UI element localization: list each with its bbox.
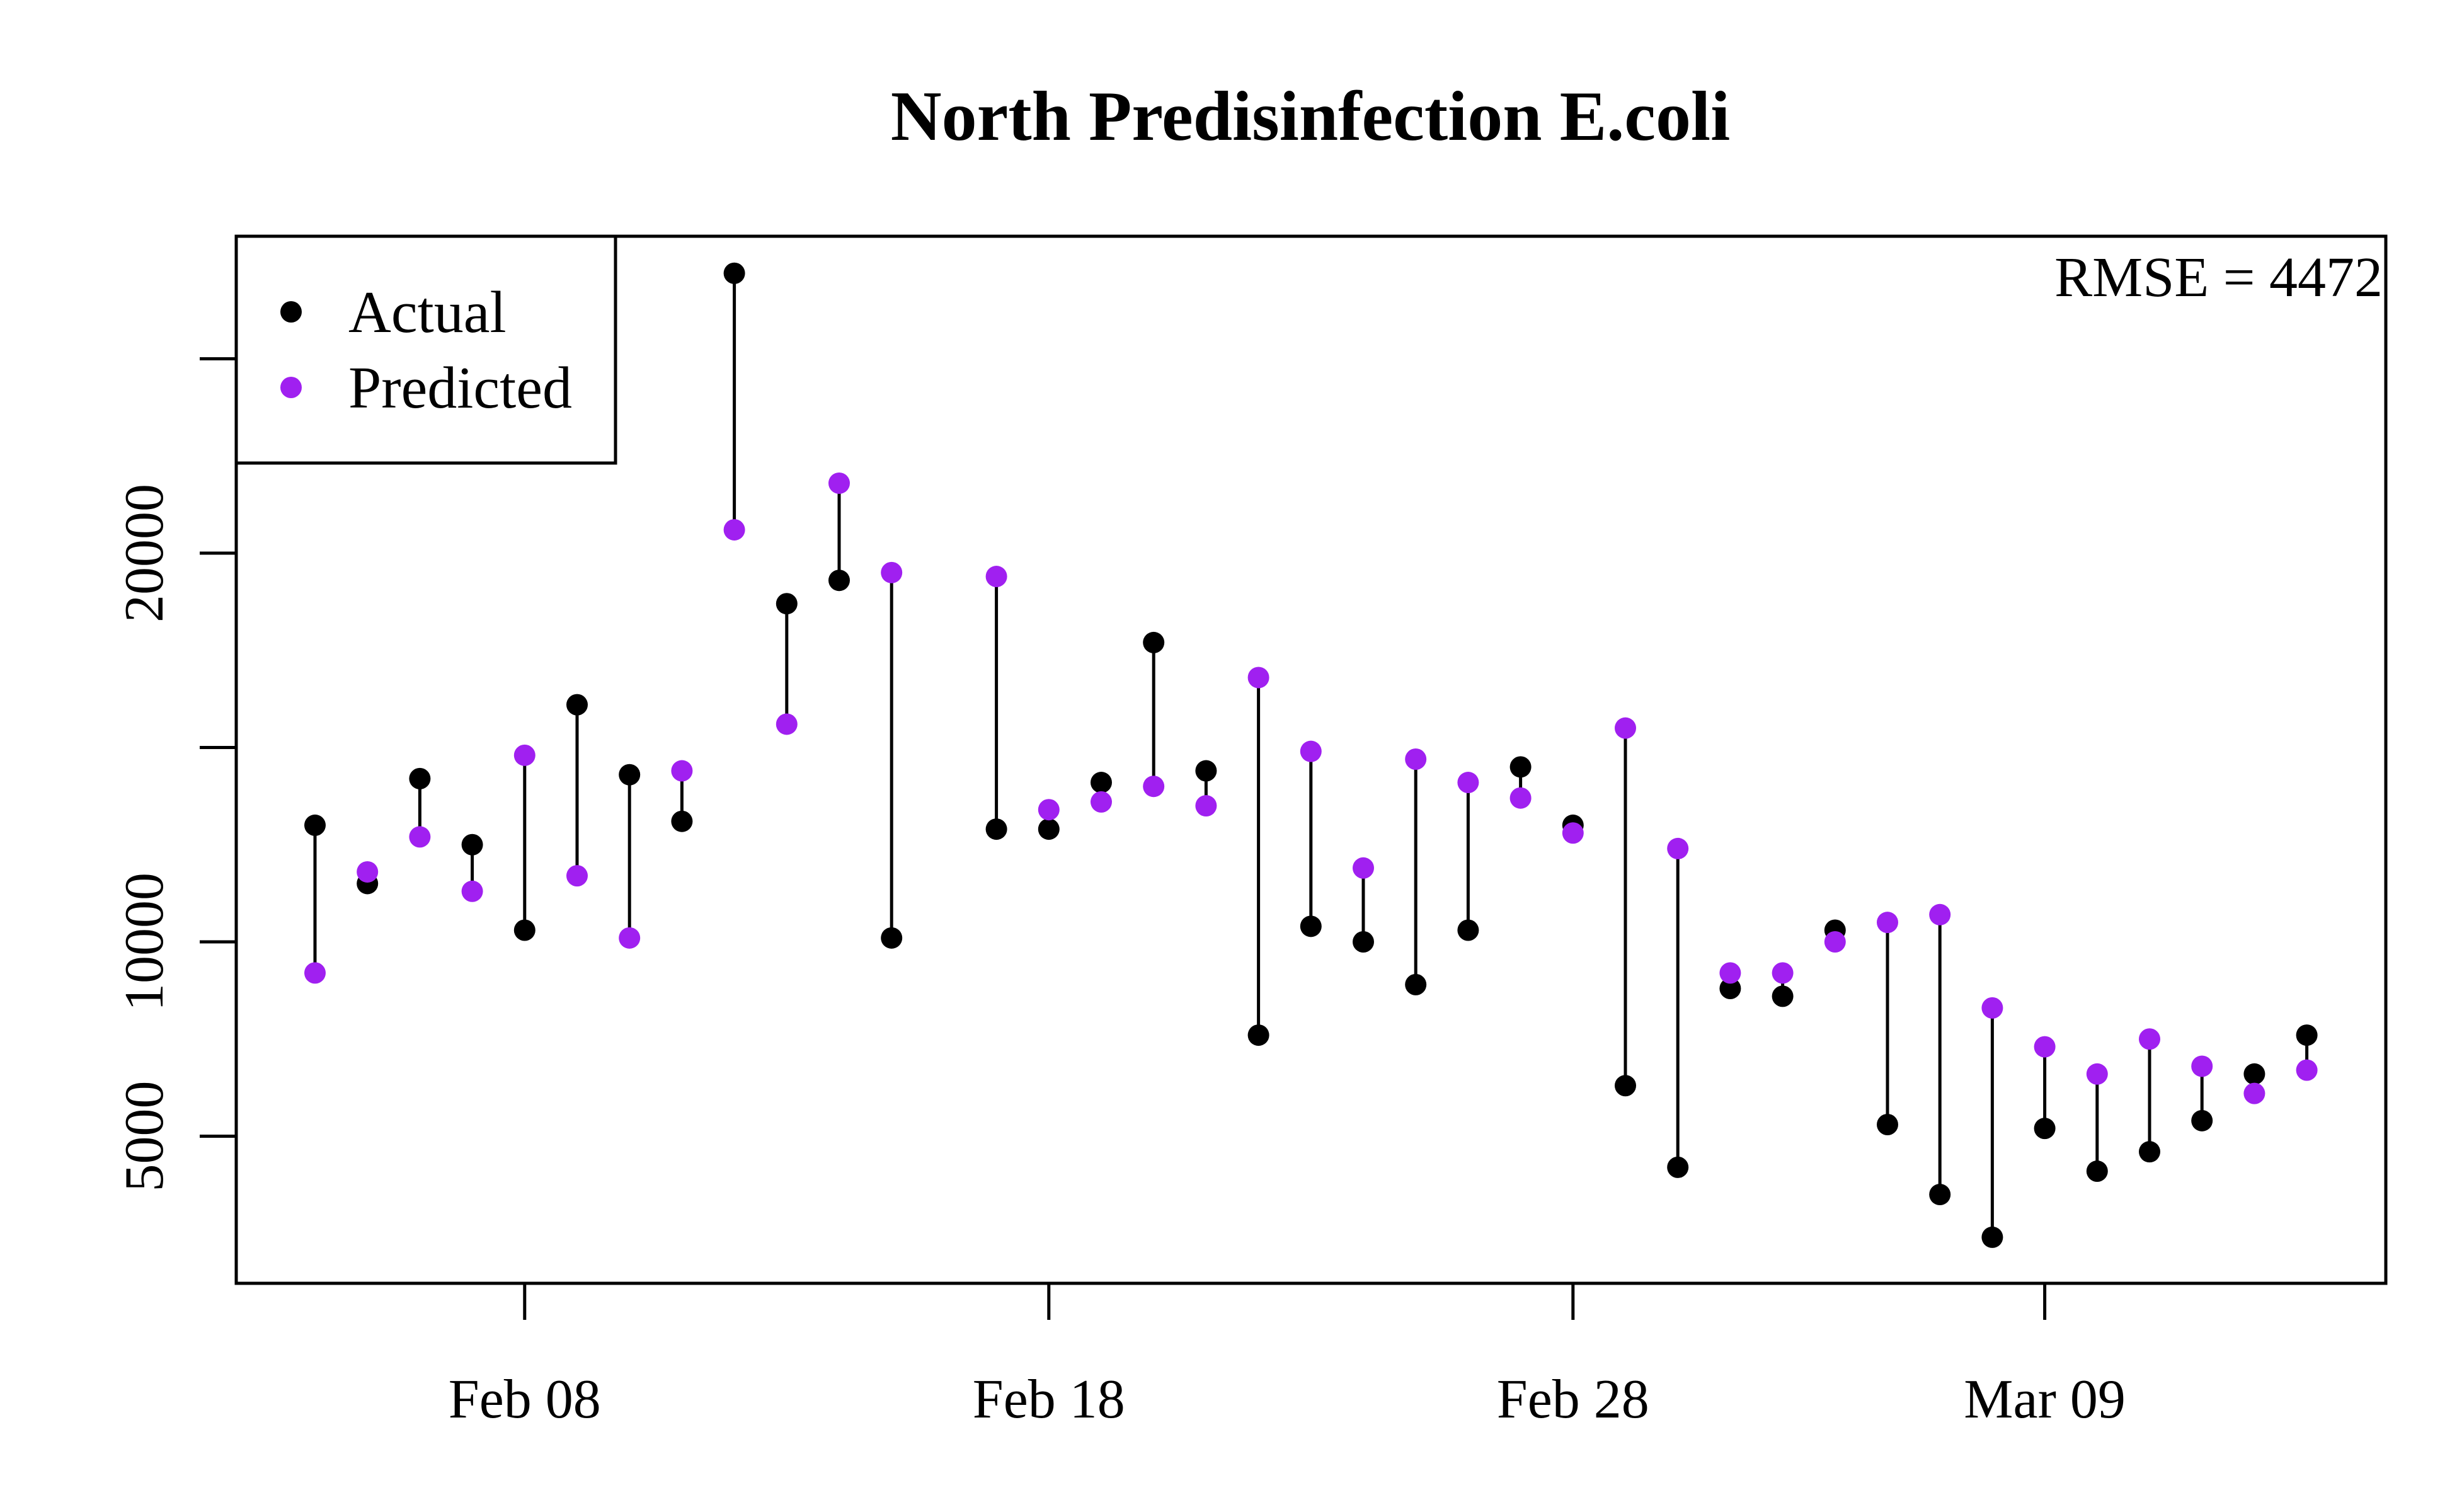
predicted-point — [1615, 717, 1636, 739]
plot-frame — [234, 234, 2388, 1285]
actual-point — [2034, 1118, 2056, 1140]
y-axis: 5000 10000 20000 — [114, 357, 236, 1192]
y-tick-label: 20000 — [114, 484, 175, 622]
predicted-point — [1562, 822, 1584, 844]
legend-predicted-label: Predicted — [348, 355, 572, 421]
actual-point — [1667, 1156, 1689, 1178]
legend: Actual Predicted — [234, 234, 617, 465]
predicted-point — [2243, 1082, 2265, 1104]
actual-point — [1981, 1226, 2003, 1248]
actual-point — [1772, 985, 1794, 1007]
predicted-point — [1667, 837, 1689, 859]
predicted-point — [513, 744, 536, 766]
actual-point — [1405, 973, 1427, 995]
actual-point — [1091, 772, 1112, 794]
rmse-annotation: RMSE = 4472 — [2054, 246, 2383, 309]
actual-point — [1877, 1113, 1898, 1135]
actual-point — [513, 919, 536, 941]
y-tick-label: 5000 — [114, 1081, 175, 1192]
predicted-point — [357, 861, 379, 883]
predicted-point — [881, 561, 903, 583]
actual-point — [1143, 631, 1165, 653]
actual-point — [985, 818, 1007, 840]
actual-point — [566, 694, 588, 716]
actual-point — [2296, 1024, 2318, 1046]
actual-point — [1300, 915, 1322, 937]
actual-point — [776, 593, 798, 615]
predicted-point — [1981, 997, 2003, 1019]
actual-point — [2086, 1160, 2108, 1183]
actual-point — [1509, 756, 1532, 778]
predicted-point — [723, 518, 745, 541]
predicted-point — [1353, 857, 1374, 879]
predicted-point — [1929, 903, 1951, 925]
predicted-points — [304, 472, 2318, 1104]
actual-point — [881, 927, 903, 949]
predicted-point — [2296, 1059, 2318, 1081]
actual-point — [723, 262, 745, 284]
predicted-point — [1247, 667, 1269, 689]
predicted-point — [828, 472, 850, 494]
actual-point — [1353, 931, 1374, 953]
actual-point — [2139, 1141, 2160, 1163]
predicted-point — [1509, 787, 1532, 809]
predicted-point — [1195, 795, 1217, 817]
actual-point — [2243, 1063, 2265, 1085]
actual-point — [409, 767, 431, 789]
predicted-point — [304, 962, 326, 984]
predicted-point — [2139, 1028, 2160, 1050]
actual-point — [828, 570, 850, 592]
predicted-point — [2034, 1036, 2056, 1058]
actual-point — [1038, 818, 1060, 840]
chart-title: North Predisinfection E.coli — [891, 77, 1730, 156]
actual-point — [2191, 1109, 2213, 1131]
predicted-point — [671, 760, 693, 782]
actual-point — [1929, 1184, 1951, 1206]
predicted-point — [776, 713, 798, 735]
predicted-point — [461, 880, 483, 902]
legend-predicted-marker — [280, 377, 302, 398]
predicted-point — [566, 865, 588, 887]
actual-point — [1195, 760, 1217, 782]
predicted-point — [619, 927, 641, 949]
x-tick-label: Feb 08 — [449, 1369, 601, 1430]
predicted-point — [1877, 912, 1898, 934]
actual-point — [1719, 978, 1741, 1000]
legend-actual-label: Actual — [348, 280, 507, 345]
legend-box — [234, 234, 617, 465]
predicted-point — [2191, 1055, 2213, 1077]
actual-point — [671, 810, 693, 832]
predicted-point — [1405, 748, 1427, 770]
predicted-point — [1772, 962, 1794, 984]
actual-point — [1457, 919, 1479, 941]
predicted-point — [985, 566, 1007, 588]
predicted-point — [409, 826, 431, 848]
predicted-point — [1824, 931, 1846, 953]
actual-point — [304, 814, 326, 836]
x-tick-label: Mar 09 — [1964, 1369, 2126, 1430]
predicted-point — [1038, 799, 1060, 821]
y-tick-label: 10000 — [114, 873, 175, 1011]
predicted-point — [1091, 791, 1112, 813]
x-tick-label: Feb 28 — [1497, 1369, 1649, 1430]
actual-point — [461, 833, 483, 856]
predicted-point — [1300, 740, 1322, 762]
residual-segments — [313, 273, 2309, 1237]
actual-point — [1615, 1075, 1636, 1097]
predicted-point — [1143, 776, 1165, 798]
actual-point — [619, 764, 641, 786]
predicted-point — [2086, 1063, 2108, 1085]
x-tick-label: Feb 18 — [973, 1369, 1125, 1430]
actual-point — [1247, 1024, 1269, 1046]
predicted-point — [1457, 772, 1479, 794]
x-axis: Feb 08 Feb 18 Feb 28 Mar 09 — [449, 1283, 2126, 1430]
predicted-point — [1719, 962, 1741, 984]
legend-actual-marker — [280, 301, 302, 323]
